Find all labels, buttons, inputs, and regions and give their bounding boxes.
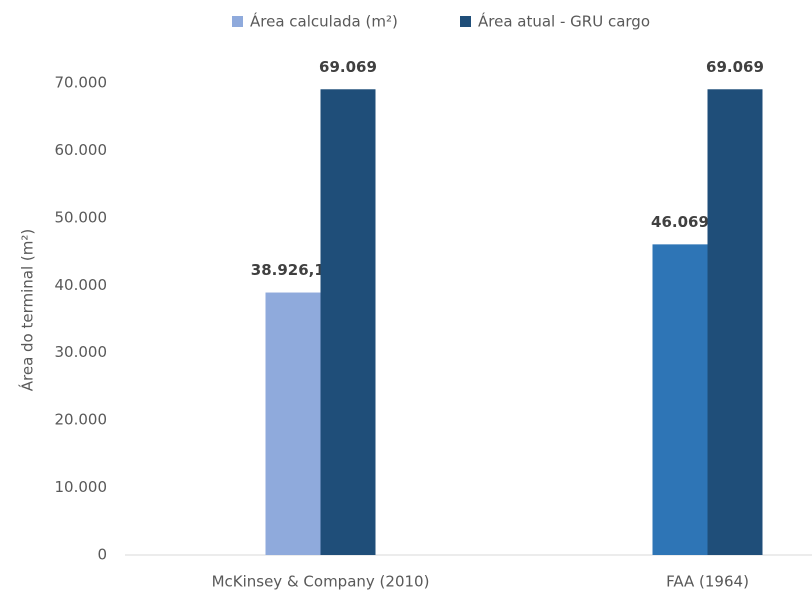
legend-label: Área calculada (m²) bbox=[250, 12, 398, 31]
legend-swatch bbox=[460, 16, 471, 27]
data-label: 38.926,15 bbox=[251, 261, 335, 279]
bar bbox=[265, 292, 321, 555]
y-axis-label: Área do terminal (m²) bbox=[18, 229, 37, 392]
bar bbox=[707, 89, 763, 556]
y-tick-label: 50.000 bbox=[55, 208, 108, 226]
legend-label: Área atual - GRU cargo bbox=[478, 12, 650, 31]
legend-swatch bbox=[232, 16, 243, 27]
y-tick-label: 70.000 bbox=[55, 74, 108, 92]
data-label: 69.069 bbox=[319, 58, 377, 76]
y-tick-label: 30.000 bbox=[55, 343, 108, 361]
x-tick-label: FAA (1964) bbox=[666, 573, 749, 591]
y-tick-label: 60.000 bbox=[55, 141, 108, 159]
y-tick-label: 20.000 bbox=[55, 411, 108, 429]
bar bbox=[652, 244, 708, 555]
bar bbox=[320, 89, 376, 556]
data-label: 46.069 bbox=[651, 213, 709, 231]
y-tick-label: 40.000 bbox=[55, 276, 108, 294]
x-tick-label: McKinsey & Company (2010) bbox=[212, 573, 430, 591]
y-tick-label: 0 bbox=[97, 546, 107, 564]
data-label: 69.069 bbox=[706, 58, 764, 76]
y-tick-label: 10.000 bbox=[55, 478, 108, 496]
